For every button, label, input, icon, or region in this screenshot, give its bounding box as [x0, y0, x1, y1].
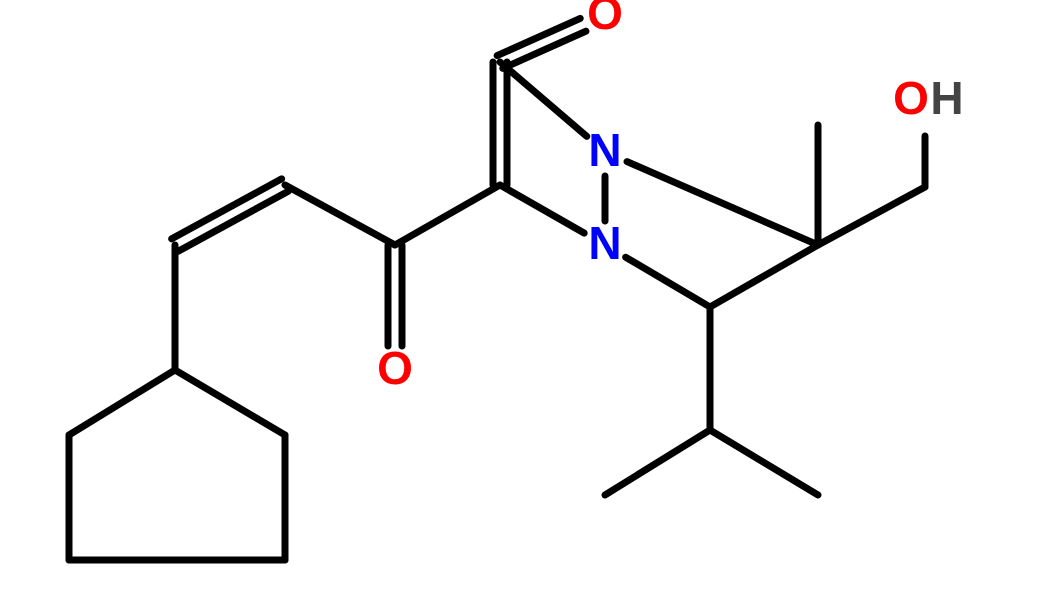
atom-label-n: N — [588, 124, 621, 176]
atom-label-o: O — [587, 0, 623, 39]
bond — [626, 257, 710, 307]
svg-text:O: O — [893, 72, 929, 124]
atom-label-o: O — [377, 342, 413, 394]
bond — [285, 185, 395, 245]
svg-text:H: H — [930, 72, 963, 124]
bond — [178, 191, 288, 251]
bond — [710, 245, 818, 307]
atom-label-oh: OH — [893, 72, 964, 124]
bond — [818, 187, 925, 245]
bond — [172, 179, 282, 239]
bond — [69, 370, 175, 435]
bond — [500, 185, 584, 233]
bond — [500, 62, 587, 136]
molecule-diagram: OONNOH — [0, 0, 1051, 594]
atom-label-n: N — [588, 217, 621, 269]
bond — [605, 430, 710, 495]
bond — [710, 430, 818, 495]
bond — [627, 162, 818, 245]
bond — [175, 370, 285, 435]
bond — [395, 185, 500, 245]
